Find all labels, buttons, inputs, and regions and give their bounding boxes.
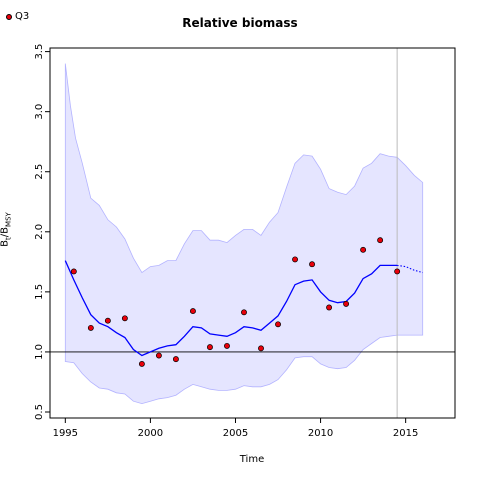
observation-point: [104, 317, 111, 324]
confidence-band: [64, 63, 424, 405]
chart-title: Relative biomass: [182, 16, 298, 30]
y-tick-label: 3.5: [34, 44, 45, 60]
x-tick-label: 2000: [138, 428, 163, 439]
y-tick-label: 1.0: [34, 344, 45, 360]
projection-line: [397, 264, 423, 274]
y-tick-label: 0.5: [34, 404, 45, 420]
y-tick-label: 3.0: [34, 104, 45, 120]
observation-point: [343, 300, 350, 307]
legend-marker-q3: [6, 13, 12, 20]
observation-point: [172, 356, 179, 363]
observation-point: [309, 261, 316, 268]
observation-point: [121, 315, 128, 322]
median-line: [64, 260, 398, 357]
y-tick-label: 1.5: [34, 284, 45, 300]
observation-point: [241, 309, 247, 316]
observation-point: [258, 345, 264, 352]
observation-point: [189, 308, 196, 315]
observation-point: [155, 352, 162, 359]
x-tick-label: 2010: [308, 428, 333, 439]
observation-point: [360, 246, 367, 253]
observation-point: [138, 360, 145, 367]
x-axis-label: Time: [239, 454, 265, 465]
observation-point: [377, 237, 384, 244]
observation-point: [207, 344, 213, 351]
y-tick-label: 2.5: [34, 164, 45, 180]
observation-point: [70, 268, 77, 275]
observation-point: [292, 256, 298, 263]
observation-point: [394, 268, 401, 275]
observation-point: [275, 321, 281, 328]
x-tick-label: 2005: [223, 428, 248, 439]
observation-point: [326, 304, 333, 311]
legend-label-q3: Q3: [15, 11, 30, 22]
observation-point: [224, 342, 230, 349]
y-tick-label: 2.0: [34, 224, 45, 240]
legend: Q3: [6, 11, 29, 22]
observation-point: [87, 324, 94, 331]
plot-frame: [49, 47, 456, 419]
x-tick-label: 2015: [393, 428, 418, 439]
x-tick-label: 1995: [53, 428, 78, 439]
